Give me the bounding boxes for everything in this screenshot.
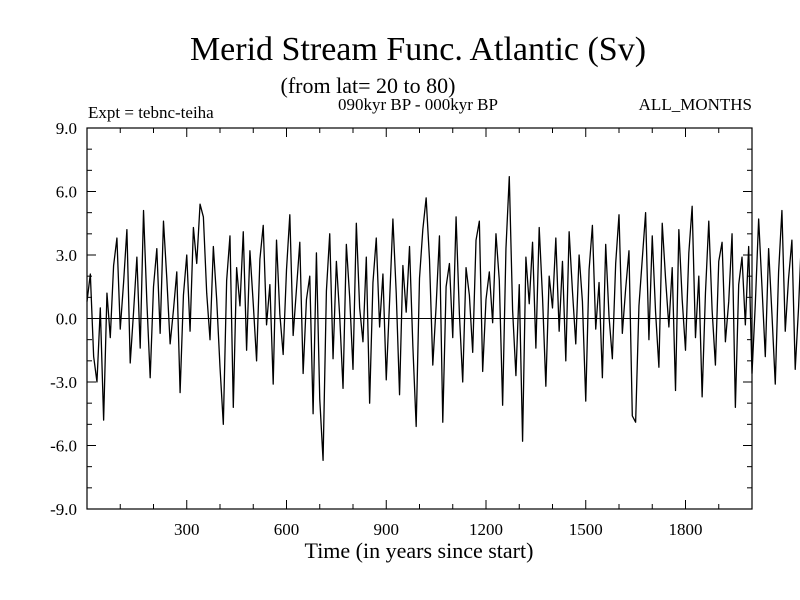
- chart-subtitle: (from lat= 20 to 80): [281, 73, 456, 98]
- x-tick-label: 1800: [669, 520, 703, 539]
- y-tick-label: -3.0: [50, 373, 77, 392]
- x-axis-label: Time (in years since start): [305, 538, 534, 563]
- x-tick-label: 1500: [569, 520, 603, 539]
- x-tick-label: 600: [274, 520, 300, 539]
- months-label: ALL_MONTHS: [639, 95, 752, 114]
- experiment-label: Expt = tebnc-teiha: [88, 103, 214, 122]
- x-tick-label: 300: [174, 520, 200, 539]
- x-tick-label: 900: [374, 520, 400, 539]
- x-tick-label: 1200: [469, 520, 503, 539]
- y-tick-label: -6.0: [50, 437, 77, 456]
- series-line-0: [86, 176, 800, 461]
- period-label: 090kyr BP - 000kyr BP: [338, 95, 498, 114]
- y-tick-label: 6.0: [56, 183, 77, 202]
- plot-area: [86, 176, 800, 461]
- x-axis: 300 600 900 1200 1500 1800: [119, 128, 720, 539]
- y-tick-label: -9.0: [50, 500, 77, 519]
- y-tick-label: 9.0: [56, 119, 77, 138]
- chart-title: Merid Stream Func. Atlantic (Sv): [190, 31, 646, 68]
- y-tick-label: 3.0: [56, 246, 77, 265]
- y-tick-label: 0.0: [56, 310, 77, 329]
- y-axis: 9.0 6.0 3.0 0.0 -3.0 -6.0 -9.0: [50, 119, 752, 519]
